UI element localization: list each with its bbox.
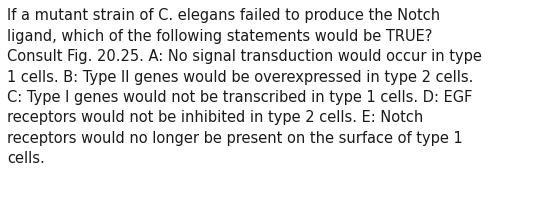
Text: If a mutant strain of C. elegans failed to produce the Notch
ligand, which of th: If a mutant strain of C. elegans failed … (7, 8, 482, 166)
